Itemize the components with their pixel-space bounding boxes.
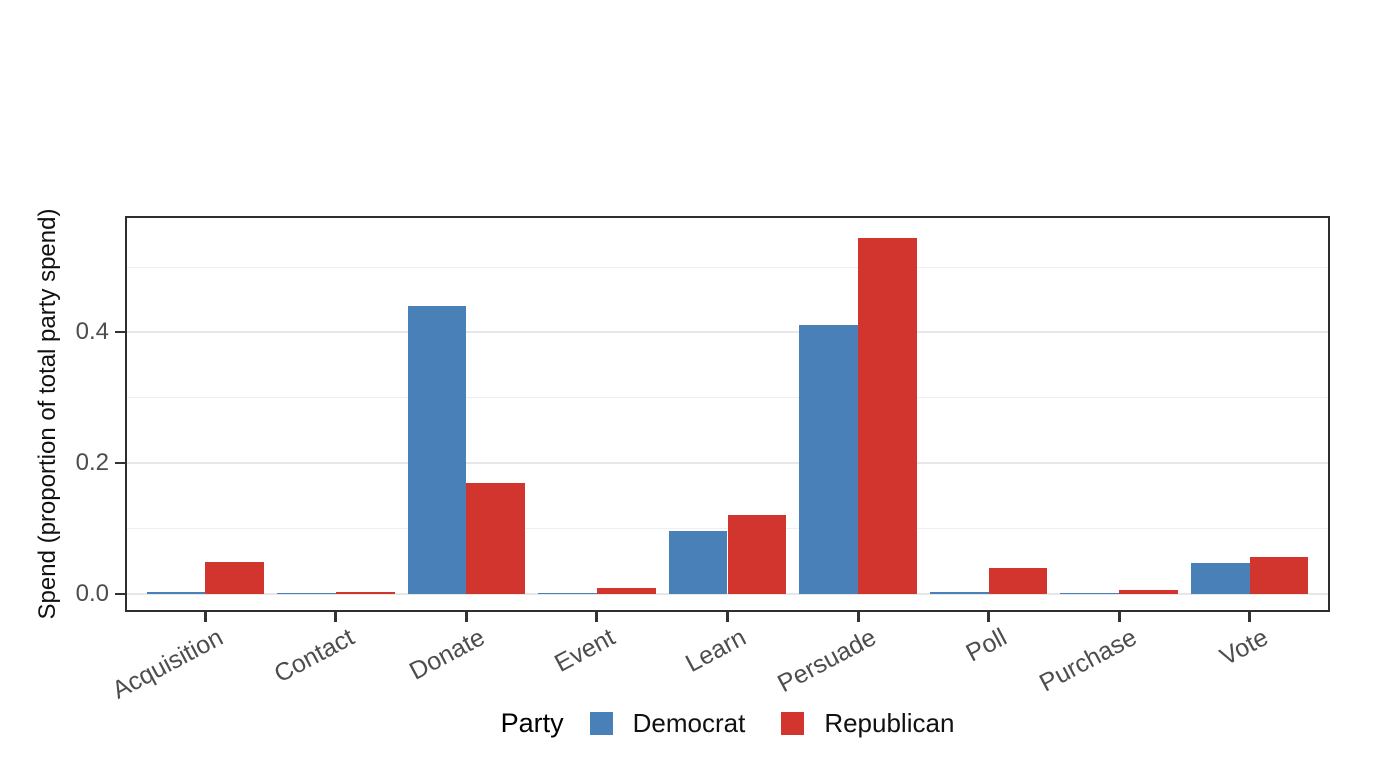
legend-swatch-democrat bbox=[589, 711, 613, 735]
y-tick bbox=[115, 592, 125, 595]
legend-item-republican: Republican bbox=[781, 708, 954, 739]
bar-democrat-learn bbox=[668, 530, 728, 594]
gridline-minor bbox=[127, 397, 1328, 399]
gridline-minor bbox=[127, 266, 1328, 268]
y-axis-title: Spend (proportion of total party spend) bbox=[34, 208, 61, 620]
bar-republican-purchase bbox=[1119, 590, 1178, 594]
bar-democrat-persuade bbox=[799, 324, 859, 594]
bar-republican-poll bbox=[988, 567, 1048, 594]
gridline-major bbox=[127, 331, 1328, 334]
plot-panel bbox=[125, 216, 1330, 612]
x-tick bbox=[464, 612, 468, 622]
x-tick bbox=[595, 612, 599, 622]
bar-democrat-poll bbox=[929, 591, 989, 594]
x-tick bbox=[987, 612, 991, 622]
legend-label-republican: Republican bbox=[824, 707, 955, 738]
y-tick-label: 0.2 bbox=[75, 449, 109, 476]
legend-item-democrat: Democrat bbox=[589, 707, 746, 739]
x-tick-label-vote: Vote bbox=[1214, 623, 1273, 672]
y-tick-label: 0.0 bbox=[75, 579, 109, 607]
legend-swatch-republican bbox=[781, 711, 805, 735]
bar-democrat-vote bbox=[1190, 562, 1250, 594]
x-tick-label-acquisition: Acquisition bbox=[108, 623, 229, 705]
legend-items: Democrat Republican bbox=[589, 707, 954, 739]
bar-republican-contact bbox=[335, 591, 395, 594]
bar-republican-event bbox=[596, 587, 656, 594]
bar-republican-persuade bbox=[858, 237, 917, 594]
bar-democrat-contact bbox=[277, 593, 336, 594]
bar-democrat-event bbox=[538, 593, 597, 594]
legend-title: Party bbox=[500, 707, 564, 738]
x-tick bbox=[334, 612, 338, 622]
x-tick-label-poll: Poll bbox=[961, 623, 1012, 668]
x-tick-label-purchase: Purchase bbox=[1035, 623, 1142, 698]
bar-republican-acquisition bbox=[205, 561, 265, 594]
y-tick bbox=[115, 462, 125, 464]
bar-republican-learn bbox=[727, 514, 787, 594]
x-tick bbox=[203, 612, 207, 622]
x-tick-label-persuade: Persuade bbox=[773, 623, 881, 699]
legend: Party Democrat Republican bbox=[127, 703, 1328, 743]
x-tick-label-contact: Contact bbox=[269, 623, 359, 689]
x-tick-label-event: Event bbox=[550, 623, 620, 678]
x-tick bbox=[1248, 612, 1252, 622]
x-tick bbox=[1117, 612, 1121, 622]
bar-democrat-purchase bbox=[1060, 593, 1120, 594]
bar-democrat-acquisition bbox=[146, 592, 206, 594]
x-tick-label-learn: Learn bbox=[680, 623, 751, 678]
legend-label-democrat: Democrat bbox=[632, 707, 746, 738]
bar-republican-vote bbox=[1249, 557, 1309, 594]
gridline-major bbox=[127, 462, 1328, 464]
x-tick bbox=[726, 612, 729, 622]
bar-democrat-donate bbox=[407, 305, 467, 594]
x-tick bbox=[856, 612, 860, 622]
y-tick-label: 0.4 bbox=[75, 318, 109, 346]
x-tick-label-donate: Donate bbox=[404, 623, 490, 686]
y-tick bbox=[115, 331, 125, 334]
bar-republican-donate bbox=[466, 482, 526, 594]
